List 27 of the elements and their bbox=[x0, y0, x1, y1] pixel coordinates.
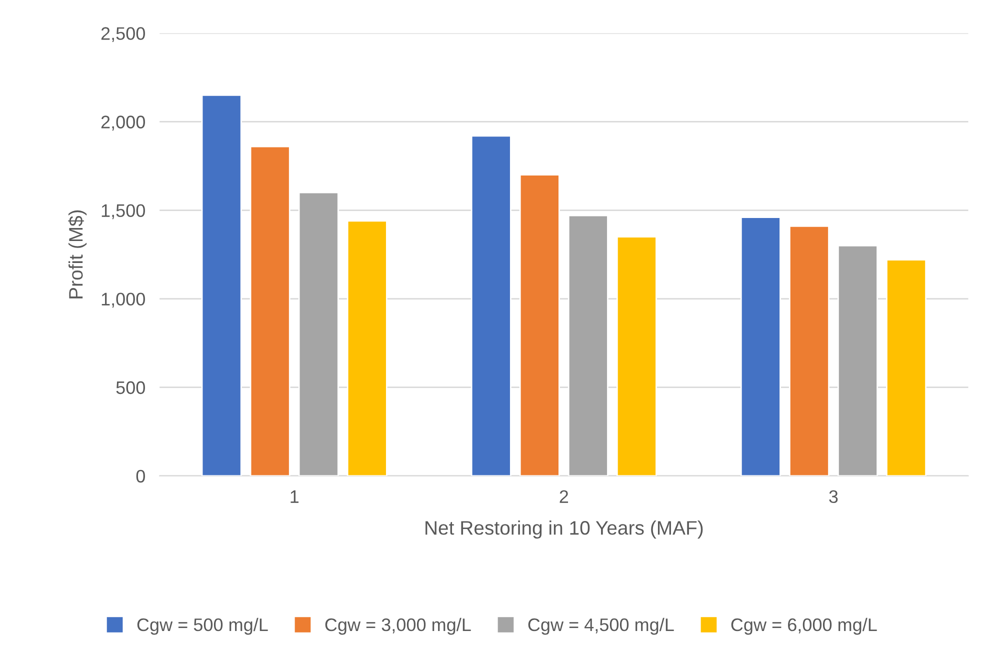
y-axis-title: Profit (M$) bbox=[68, 210, 87, 298]
bar bbox=[470, 135, 512, 476]
y-tick-label: 0 bbox=[136, 470, 145, 483]
legend-label: Cgw = 4,500 mg/L bbox=[528, 618, 674, 635]
y-tick-label: 1,000 bbox=[102, 292, 145, 308]
legend-label: Cgw = 3,000 mg/L bbox=[325, 618, 471, 635]
bar bbox=[568, 214, 608, 476]
legend-label: Cgw = 500 mg/L bbox=[137, 618, 268, 635]
bar bbox=[788, 226, 830, 476]
x-tick-label: 1 bbox=[290, 490, 298, 503]
x-tick-label: 3 bbox=[829, 490, 838, 504]
legend-label: Cgw = 6,000 mg/L bbox=[731, 618, 877, 635]
bar bbox=[886, 259, 926, 476]
y-tick-label: 500 bbox=[116, 381, 145, 394]
x-tick-label: 2 bbox=[560, 490, 568, 503]
bar bbox=[740, 216, 781, 476]
bar bbox=[298, 192, 339, 476]
bar bbox=[616, 236, 657, 476]
y-tick-label: 2,500 bbox=[101, 27, 145, 42]
bar bbox=[837, 244, 878, 476]
bar bbox=[346, 220, 388, 476]
bar bbox=[250, 146, 290, 476]
x-axis-title: Net Restoring in 10 Years (MAF) bbox=[426, 520, 703, 539]
bar bbox=[519, 174, 560, 476]
bar bbox=[201, 94, 242, 476]
y-tick-label: 2,000 bbox=[101, 116, 145, 131]
y-tick-label: 1,500 bbox=[102, 204, 145, 220]
